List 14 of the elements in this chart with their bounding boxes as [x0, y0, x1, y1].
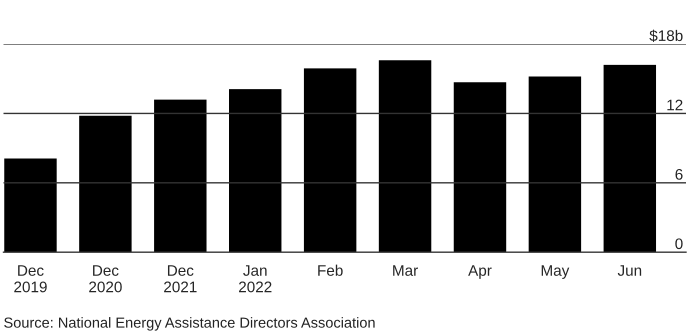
- source-note: Source: National Energy Assistance Directors Association: [4, 317, 375, 331]
- x-tick-label: Apr: [468, 265, 492, 279]
- x-tick-label: Feb: [318, 264, 343, 276]
- x-tick-label: Dec 2020: [89, 265, 122, 292]
- x-tick-label: Dec 2021: [164, 265, 197, 292]
- y-tick-label: $18b: [649, 30, 683, 42]
- x-tick-label: Mar: [393, 265, 418, 276]
- x-tick-label: Jan 2022: [239, 265, 272, 292]
- y-tick-label: 0: [675, 238, 683, 250]
- x-tick-label: May: [542, 265, 570, 279]
- x-tick-label: Jun: [618, 265, 642, 276]
- y-tick-label: 12: [667, 100, 682, 110]
- x-tick-label: Dec 2019: [14, 265, 47, 292]
- y-tick-label: 6: [676, 168, 683, 180]
